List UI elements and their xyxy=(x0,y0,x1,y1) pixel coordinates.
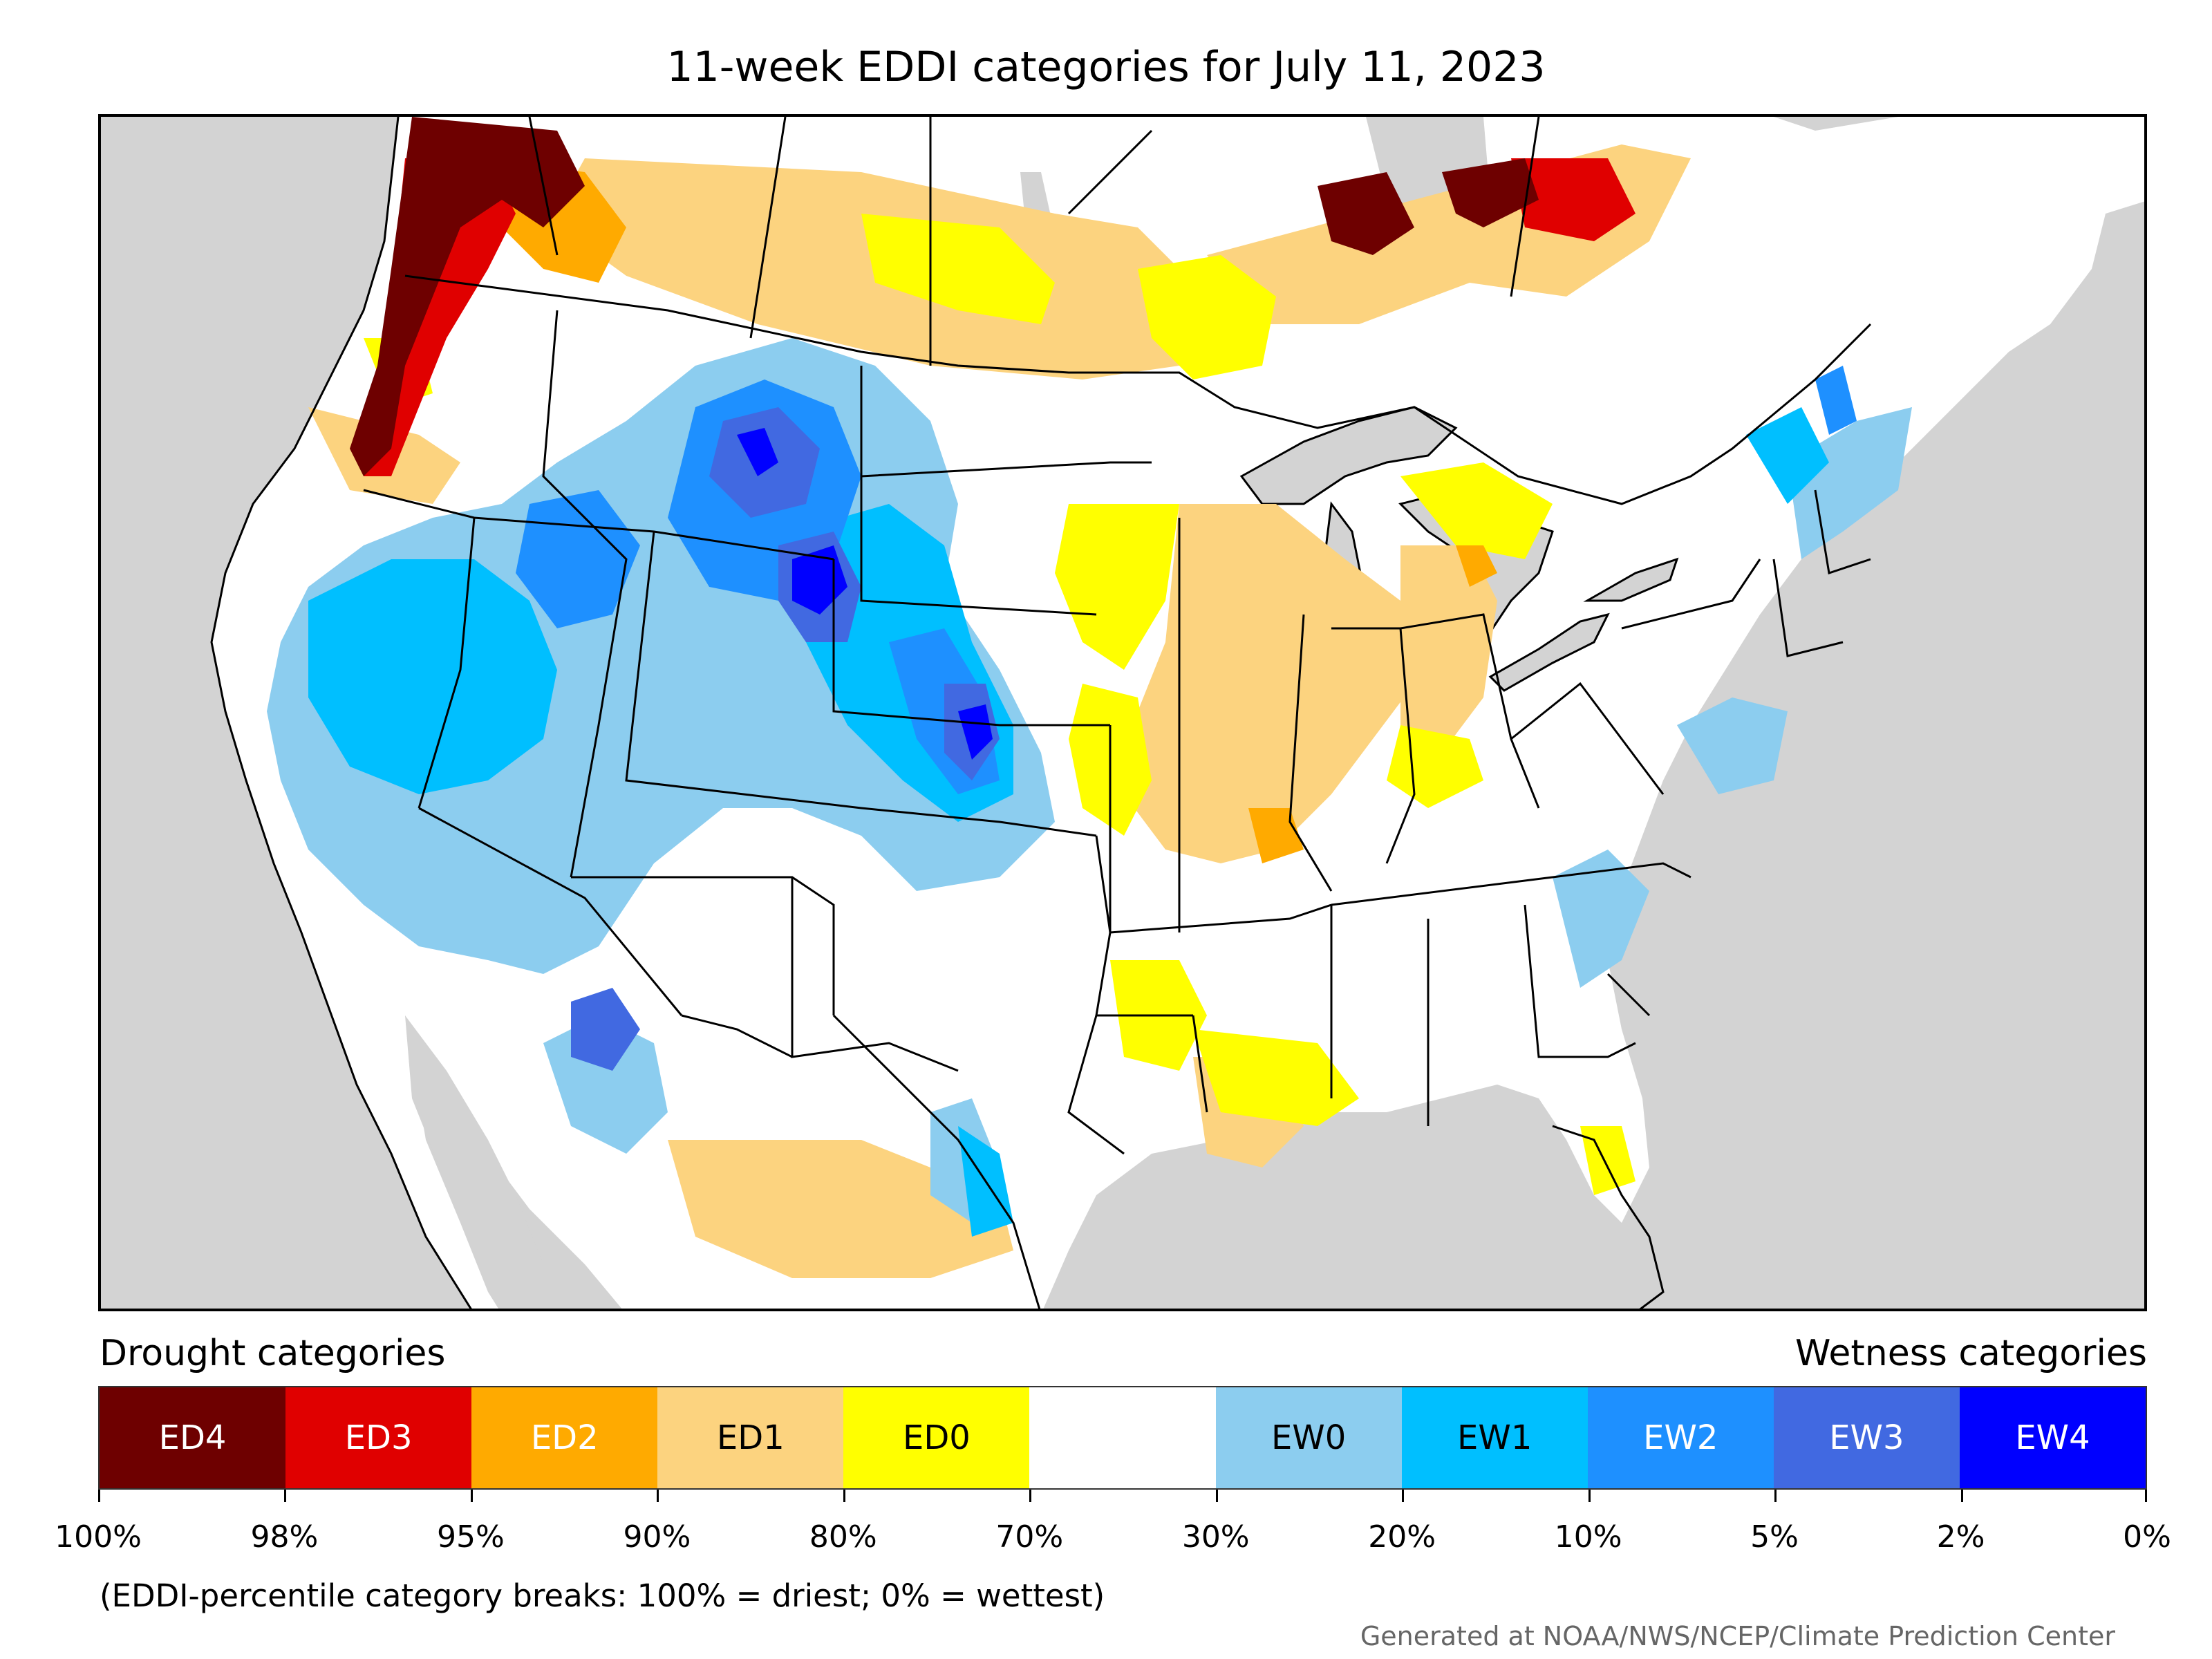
colorbar-tick xyxy=(470,1490,473,1502)
colorbar-tick xyxy=(1215,1490,1218,1502)
ew0-areas xyxy=(267,338,1912,1223)
colorbar-cell-ew1: EW1 xyxy=(1401,1387,1588,1488)
colorbar-tick xyxy=(1029,1490,1032,1502)
colorbar-tick-label: 90% xyxy=(623,1519,691,1555)
colorbar-tick-label: 20% xyxy=(1368,1519,1436,1555)
colorbar-tick-label: 100% xyxy=(55,1519,142,1555)
colorbar-tick-label: 2% xyxy=(1936,1519,1985,1555)
political-boundaries xyxy=(363,117,1872,1309)
colorbar-tick-label: 98% xyxy=(250,1519,319,1555)
coastline xyxy=(210,117,472,1309)
eddi-map xyxy=(98,114,2147,1311)
colorbar-tick xyxy=(284,1490,287,1502)
colorbar-cell-ed2: ED2 xyxy=(471,1387,658,1488)
florida-coast xyxy=(1552,1125,1665,1309)
colorbar-tick xyxy=(1588,1490,1591,1502)
colorbar-cell-ed3: ED3 xyxy=(285,1387,472,1488)
colorbar-tick xyxy=(657,1490,659,1502)
colorbar-tick xyxy=(1774,1490,1777,1502)
colorbar-tick xyxy=(2145,1490,2147,1502)
colorbar-cell-ew4: EW4 xyxy=(1959,1387,2146,1488)
colorbar-ticks xyxy=(98,1490,2147,1503)
colorbar-tick xyxy=(98,1490,100,1502)
ed4-areas xyxy=(350,117,1539,476)
wetness-categories-heading: Wetness categories xyxy=(1795,1333,2147,1374)
colorbar-cell-ew3: EW3 xyxy=(1773,1387,1960,1488)
source-credit: Generated at NOAA/NWS/NCEP/Climate Predi… xyxy=(1360,1621,2115,1651)
colorbar-tick-label: 0% xyxy=(2123,1519,2171,1555)
category-colorbar: ED4 ED3 ED2 ED1 ED0 EW0 EW1 EW2 EW3 EW4 xyxy=(98,1386,2147,1490)
colorbar-tick-label: 80% xyxy=(809,1519,877,1555)
map-title: 11-week EDDI categories for July 11, 202… xyxy=(666,43,1546,91)
colorbar-cell-ed4: ED4 xyxy=(100,1387,286,1488)
colorbar-tick xyxy=(1402,1490,1405,1502)
colorbar-tick-label: 95% xyxy=(437,1519,505,1555)
colorbar-cell-ew2: EW2 xyxy=(1587,1387,1774,1488)
colorbar-cell-ew0: EW0 xyxy=(1215,1387,1402,1488)
colorbar-cell-ed1: ED1 xyxy=(657,1387,844,1488)
colorbar-tick xyxy=(1960,1490,1963,1502)
gulf-of-california xyxy=(405,1015,543,1292)
category-break-footnote: (EDDI-percentile category breaks: 100% =… xyxy=(100,1577,1105,1614)
colorbar-tick-label: 10% xyxy=(1554,1519,1622,1555)
drought-categories-heading: Drought categories xyxy=(100,1333,446,1374)
colorbar-tick-label: 30% xyxy=(1181,1519,1250,1555)
colorbar-cell-normal xyxy=(1029,1387,1216,1488)
colorbar-tick-label: 5% xyxy=(1750,1519,1799,1555)
colorbar-tick-label: 70% xyxy=(995,1519,1064,1555)
colorbar-cell-ed0: ED0 xyxy=(843,1387,1030,1488)
colorbar-tick xyxy=(843,1490,845,1502)
